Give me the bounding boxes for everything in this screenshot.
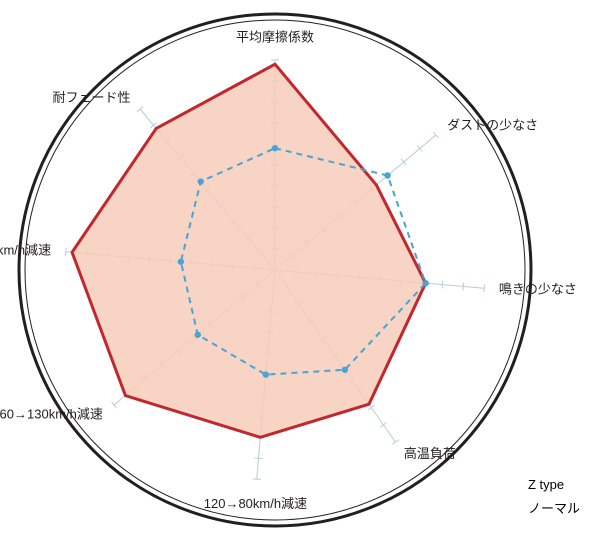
- axis-label: ダストの少なさ: [447, 118, 538, 133]
- axis-label: 鳴きの少なさ: [499, 282, 577, 297]
- axis-label: 200→170km/h減速: [0, 242, 51, 257]
- axis-label: 160→130km/h減速: [0, 406, 103, 421]
- axis-label: 平均摩擦係数: [236, 29, 314, 44]
- axis-label: 耐フェード性: [53, 90, 131, 105]
- legend: Z type ノーマル: [484, 477, 580, 523]
- legend-item-ztype: Z type: [484, 477, 580, 492]
- radar-chart-container: 平均摩擦係数ダストの少なさ鳴きの少なさ高温負荷 120→80km/h減速 160→1…: [0, 0, 600, 543]
- legend-label: ノーマル: [528, 498, 580, 517]
- axis-label: 高温負荷: [404, 446, 456, 461]
- axis-label: 120→80km/h減速: [204, 496, 307, 511]
- legend-item-normal: ノーマル: [484, 498, 580, 517]
- legend-label: Z type: [528, 477, 564, 492]
- radar-chart: 平均摩擦係数ダストの少なさ鳴きの少なさ高温負荷 120→80km/h減速 160→1…: [0, 0, 600, 543]
